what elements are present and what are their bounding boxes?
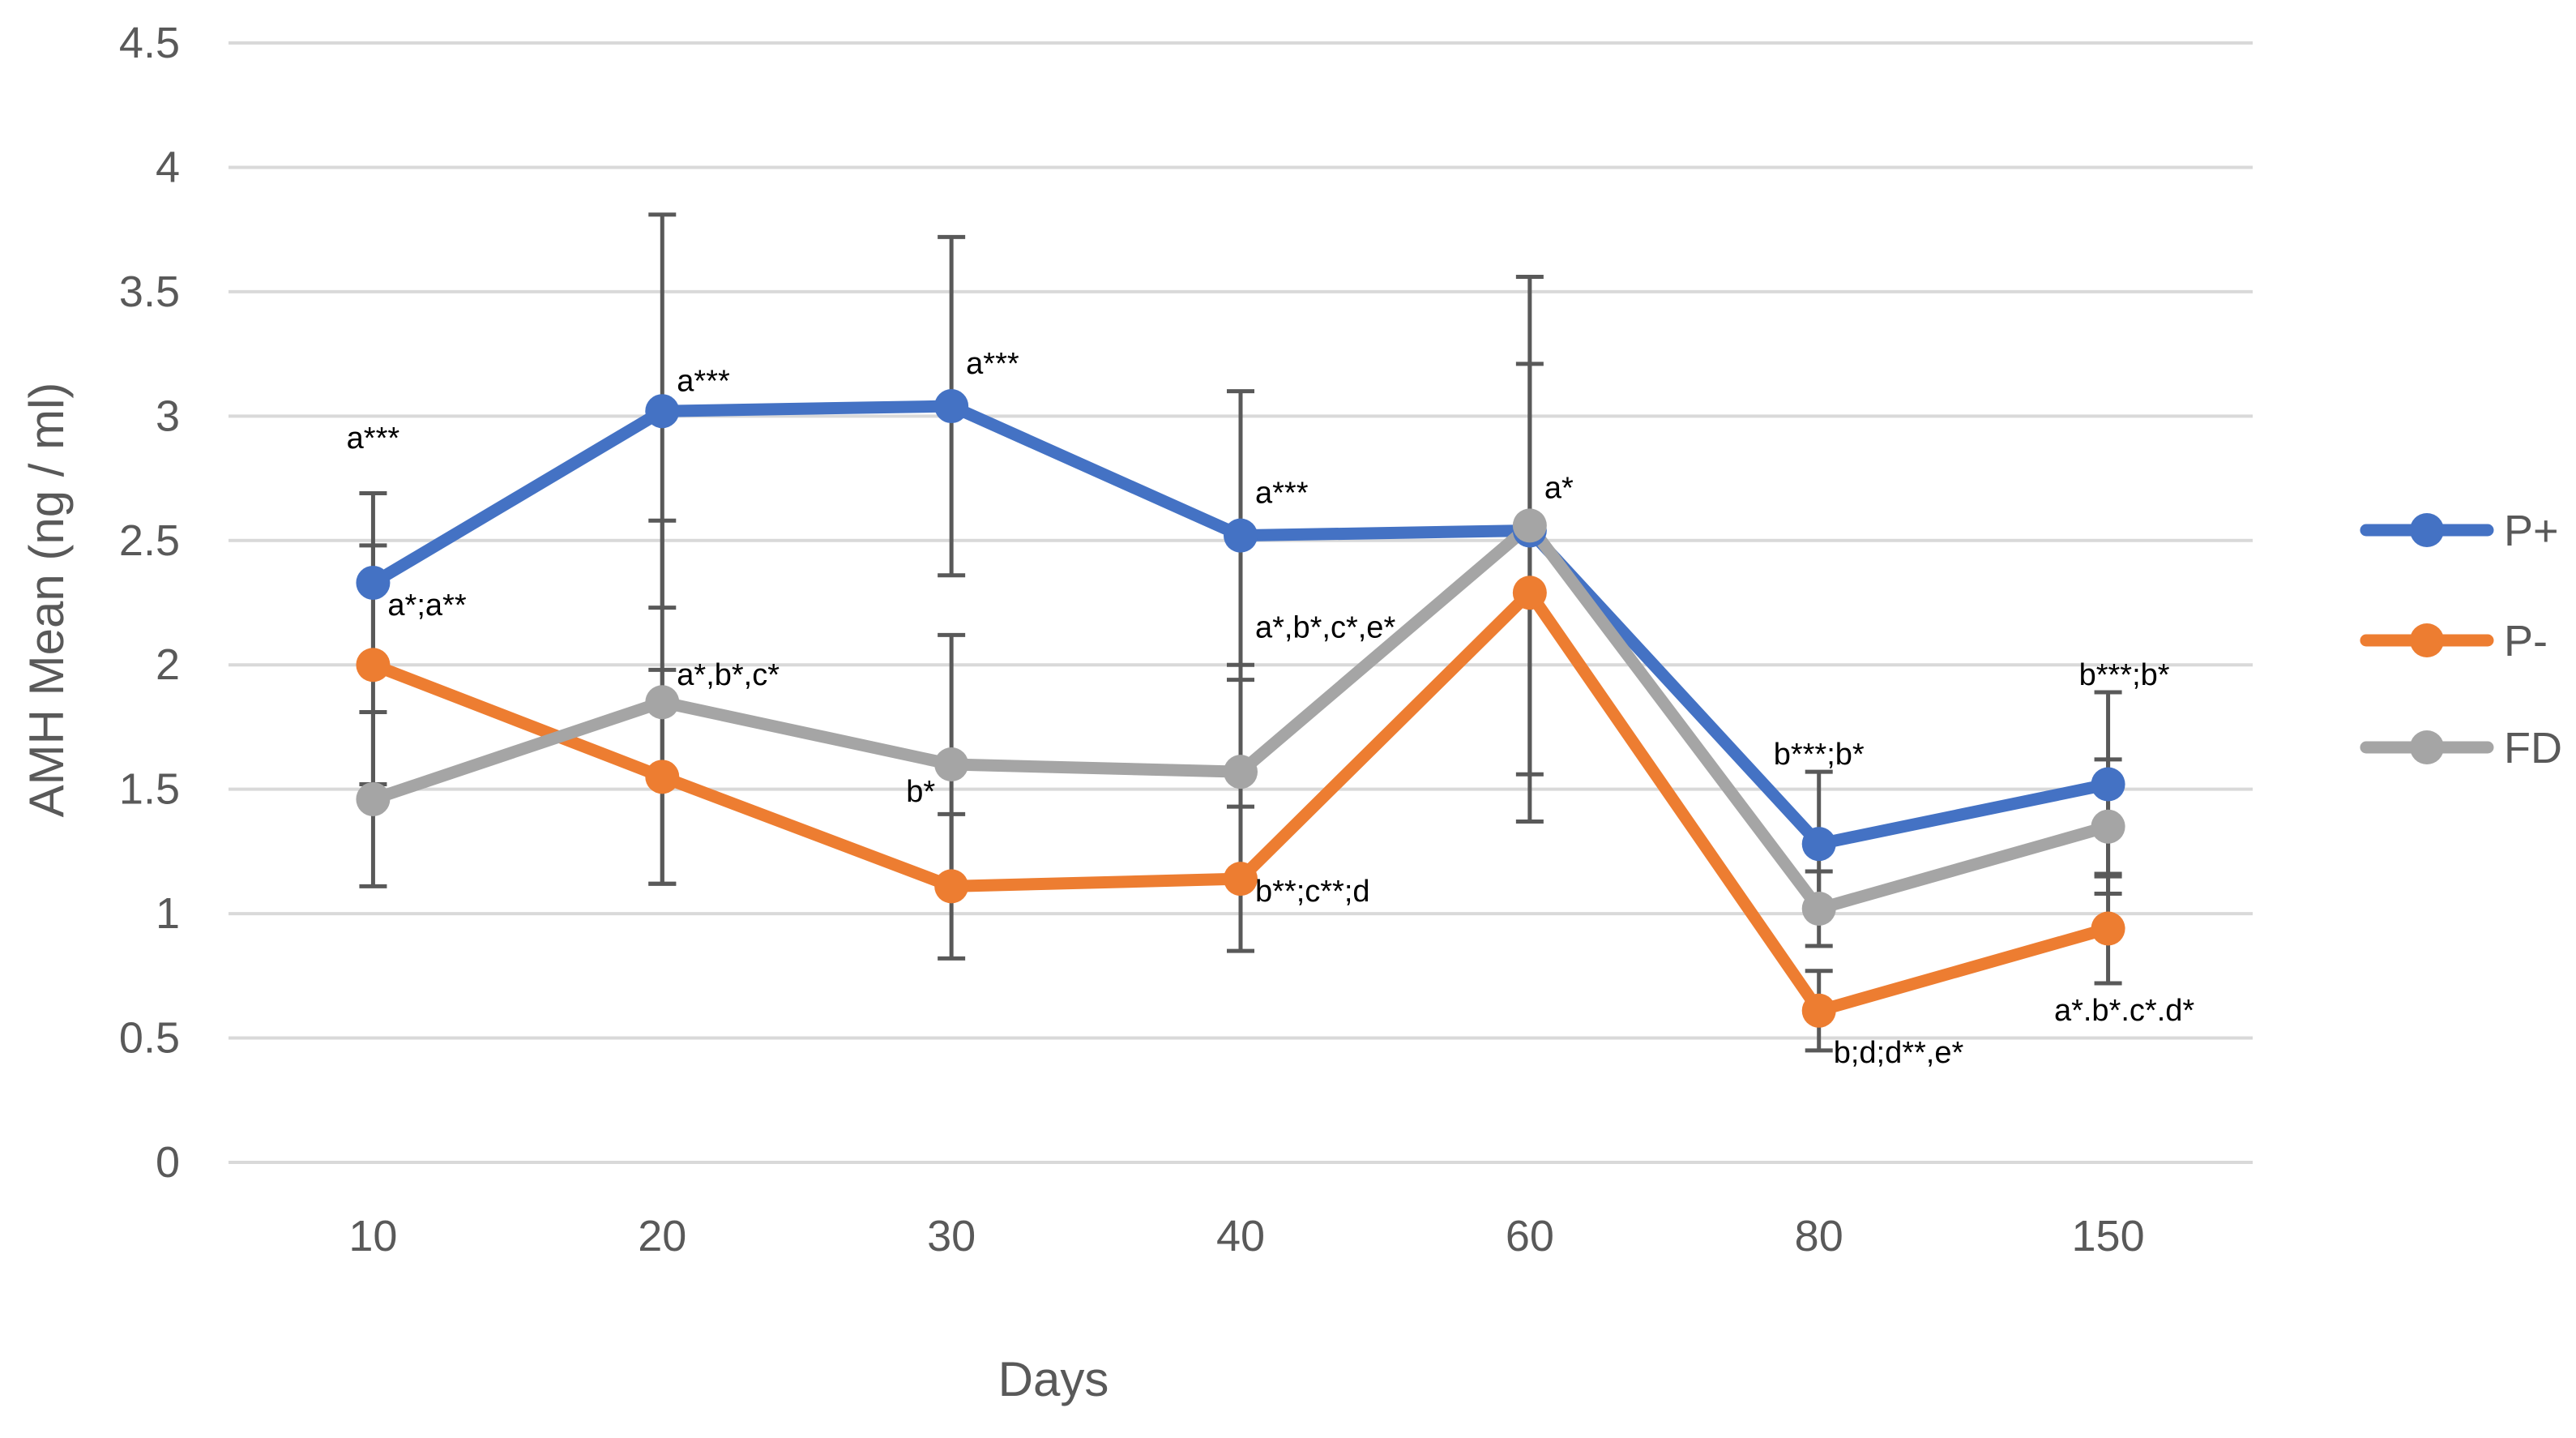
significance-label: a* [1544,472,1574,506]
data-point-pminus [645,760,680,794]
significance-label: a*,b*,c* [677,658,780,692]
legend-item-pminus: P- [2360,617,2548,666]
y-tick-label: 2 [156,640,180,689]
x-tick-label: 20 [638,1212,686,1260]
x-tick-label: 30 [927,1212,976,1260]
significance-annotations: a*** a*;a** a*** a*,b*,c* a*** b* a*** a*,b*,c*… [347,347,2195,1070]
significance-label: b;d;d**,e* [1834,1036,1964,1070]
data-point-fd [2091,809,2125,844]
y-tick-label: 0.5 [119,1014,180,1063]
y-tick-label: 2.5 [119,516,180,565]
data-point-pminus [356,648,391,683]
legend-label: P+ [2504,507,2559,555]
data-point-fd [1224,755,1258,790]
y-tick-label: 3.5 [119,267,180,316]
data-point-fd [645,685,680,720]
significance-label: b* [906,775,935,809]
y-axis-title: AMH Mean (ng / ml) [19,383,74,818]
x-axis-title: Days [998,1352,1109,1406]
x-tick-label: 60 [1506,1212,1554,1260]
data-point-pminus [934,869,969,904]
data-point-pplus [2091,767,2125,802]
significance-label: a*** [966,347,1019,381]
significance-label: a*** [347,422,400,456]
significance-label: a*** [677,365,730,399]
series-points [356,389,2125,1028]
significance-label: a*** [1255,477,1309,511]
y-tick-label: 4 [156,143,180,191]
y-axis-ticks: 0 0.5 1 1.5 2 2.5 3 3.5 4 4.5 [119,19,180,1187]
data-point-pplus [645,394,680,429]
y-tick-label: 3 [156,392,180,440]
x-tick-label: 150 [2072,1212,2145,1260]
legend-swatch-marker [2410,623,2444,657]
data-point-pplus [934,389,969,424]
error-bars [359,212,2122,1053]
legend-swatch-marker [2410,513,2444,547]
significance-label: b***;b* [2079,658,2170,692]
data-point-pminus [1801,993,1836,1028]
x-tick-label: 40 [1216,1212,1265,1260]
data-point-fd [356,781,391,816]
x-tick-label: 10 [348,1212,397,1260]
data-point-fd [1801,891,1836,926]
significance-label: b***;b* [1774,738,1865,772]
legend-item-pplus: P+ [2360,507,2559,555]
legend-label: FD [2504,724,2562,772]
x-tick-label: 80 [1795,1212,1843,1260]
data-point-pminus [1224,862,1258,897]
data-point-pplus [1224,518,1258,553]
legend-swatch-marker [2410,730,2444,764]
data-point-pplus [356,565,391,600]
legend: P+ P- FD [2360,507,2562,772]
significance-label: a*,b*,c*,e* [1255,610,1395,644]
data-point-pminus [1512,576,1547,610]
y-tick-label: 0 [156,1138,180,1187]
significance-label: a*.b*.c*.d* [2054,994,2194,1028]
y-tick-label: 4.5 [119,19,180,67]
data-point-pplus [1801,827,1836,862]
significance-label: a*;a** [387,588,466,623]
x-axis-ticks: 10 20 30 40 60 80 150 [348,1212,2144,1260]
data-point-pminus [2091,911,2125,946]
data-point-fd [934,747,969,781]
legend-item-fd: FD [2360,724,2562,772]
y-tick-label: 1 [156,889,180,938]
significance-label: b**;c**;d [1255,875,1370,909]
legend-label: P- [2504,617,2548,666]
data-point-fd [1512,508,1547,543]
y-tick-label: 1.5 [119,765,180,814]
